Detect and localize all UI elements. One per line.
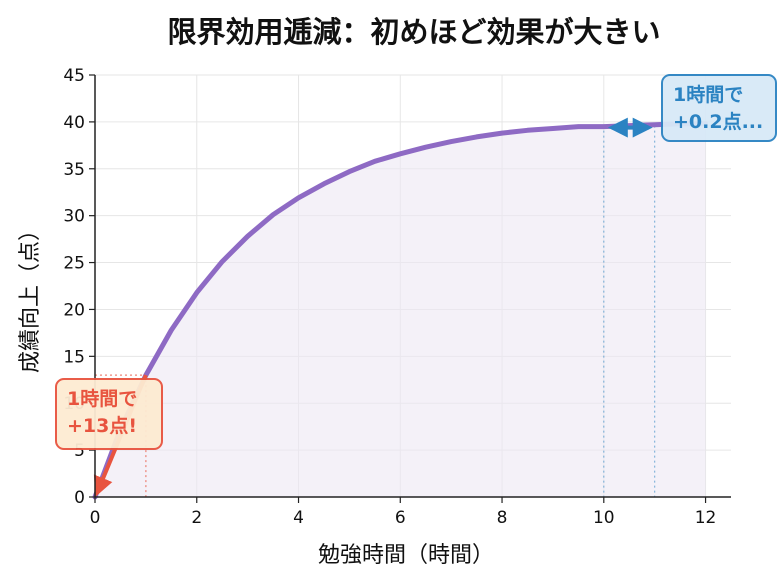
- callout-layer: 1時間で +13点! 1時間で +0.2点...: [55, 74, 777, 450]
- x-tick-label: 2: [191, 508, 202, 528]
- y-tick-label: 35: [63, 160, 85, 180]
- series-area: [95, 123, 706, 498]
- callout-text: +13点!: [67, 415, 137, 437]
- x-axis-label: 勉強時間（時間）: [318, 543, 494, 568]
- series-line: [92, 121, 709, 500]
- x-tick-label: 8: [497, 508, 508, 528]
- line-layer: [92, 121, 709, 500]
- y-tick-label: 5: [74, 441, 85, 461]
- y-tick-label: 45: [63, 66, 85, 86]
- callout-text: 1時間で: [673, 84, 743, 106]
- y-axis-label: 成績向上（点）: [18, 219, 43, 373]
- y-tick-label: 40: [63, 113, 85, 133]
- chart-title: 限界効用逓減：初めほど効果が大きい: [167, 15, 660, 49]
- x-ticks: 0 2 4 6 8 10 12: [90, 497, 717, 528]
- y-tick-label: 15: [63, 347, 85, 367]
- x-tick-label: 10: [593, 508, 615, 528]
- y-tick-label: 0: [74, 488, 85, 508]
- callout-text: 1時間で: [67, 388, 137, 410]
- x-tick-label: 0: [90, 508, 101, 528]
- callout-box: [661, 74, 777, 142]
- y-tick-label: 20: [63, 300, 85, 320]
- area-layer: [95, 123, 706, 498]
- y-tick-label: 25: [63, 254, 85, 274]
- callout-box: [55, 378, 163, 450]
- x-tick-label: 6: [395, 508, 406, 528]
- x-tick-label: 4: [293, 508, 304, 528]
- x-tick-label: 12: [695, 508, 717, 528]
- y-tick-label: 30: [63, 207, 85, 227]
- callout-text: +0.2点...: [673, 111, 763, 133]
